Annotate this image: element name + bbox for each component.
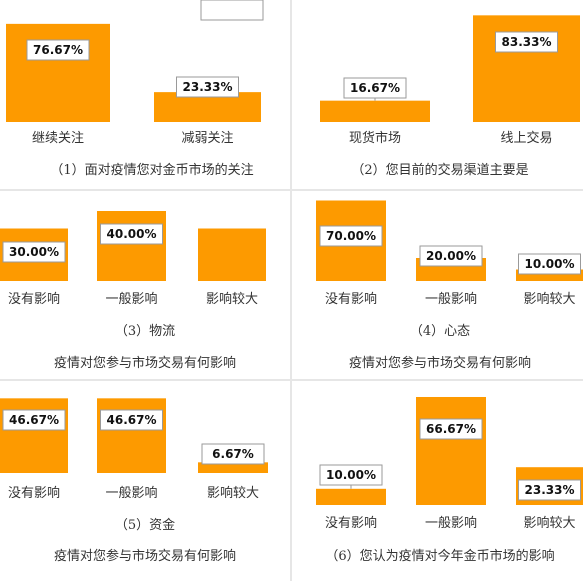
data-label-1: 16.67% <box>350 81 400 95</box>
bar-2 <box>473 15 580 122</box>
chart-caption: （3）物流 <box>115 324 175 339</box>
data-label-2: 40.00% <box>107 227 157 241</box>
chart-subcaption: 疫情对您参与市场交易有何影响 <box>349 355 531 371</box>
bar-3 <box>516 269 583 281</box>
data-label-3: 30.00% <box>207 0 257 3</box>
chart-5: 46.67% 没有影响 46.67% 一般影响 6.67% 影响较大 （5）资金疫情对您参与… <box>0 398 268 564</box>
chart-4: 70.00% 没有影响 20.00% 一般影响 10.00% 影响较大 （4）心态疫情对您参… <box>316 200 583 371</box>
data-label-box-3 <box>518 479 581 501</box>
chart-caption: （4）心态 <box>410 324 470 339</box>
data-label-1: 46.67% <box>9 413 59 427</box>
bar-1 <box>320 100 430 122</box>
data-label-1: 10.00% <box>326 468 376 482</box>
bar-2 <box>416 396 486 505</box>
data-label-box-1 <box>2 241 66 263</box>
chart-caption: （1）面对疫情您对金币市场的关注 <box>50 162 253 178</box>
category-label-2: 一般影响 <box>425 515 477 531</box>
data-label-2: 46.67% <box>107 413 157 427</box>
data-label-3: 23.33% <box>525 483 575 497</box>
category-label-3: 影响较大 <box>207 485 259 501</box>
data-label-box-1 <box>319 225 383 247</box>
bar-1 <box>316 488 386 505</box>
category-label-2: 线上交易 <box>500 130 552 146</box>
bar-2 <box>97 211 166 281</box>
category-label-2: 一般影响 <box>105 291 157 307</box>
chart-2: 16.67% 现货市场 83.33% 线上交易 （2）您目前的交易渠道主要是 <box>320 15 580 178</box>
data-label-box-3 <box>200 0 264 21</box>
chart-subcaption: 疫情对您参与市场交易有何影响 <box>54 548 236 564</box>
data-label-1: 30.00% <box>9 245 59 259</box>
bar-3 <box>198 462 268 473</box>
data-label-2: 23.33% <box>183 80 233 94</box>
category-label-3: 影响较大 <box>523 291 575 307</box>
chart-1: 76.67% 继续关注 23.33% 减弱关注 （1）面对疫情您对金币市场的关注 <box>6 23 261 178</box>
data-label-box-2 <box>100 409 163 431</box>
category-label-2: 减弱关注 <box>181 131 233 146</box>
category-label-3: 影响较大 <box>523 515 575 531</box>
bar-3 <box>198 228 266 281</box>
data-label-box-3 <box>518 253 581 275</box>
chart-caption: （6）您认为疫情对今年金币市场的影响 <box>325 548 554 564</box>
data-label-box-1 <box>343 77 407 99</box>
data-label-2: 20.00% <box>426 249 476 263</box>
data-label-box-3 <box>201 443 265 465</box>
data-label-box-2 <box>100 223 163 245</box>
chart-caption: （2）您目前的交易渠道主要是 <box>351 162 528 178</box>
bar-1 <box>6 23 110 123</box>
data-label-3: 6.67% <box>212 447 254 461</box>
category-label-2: 一般影响 <box>105 485 157 501</box>
category-label-1: 没有影响 <box>8 291 60 307</box>
data-label-1: 70.00% <box>326 229 376 243</box>
data-label-box-1 <box>2 409 66 431</box>
data-label-box-2 <box>495 31 558 53</box>
chart-3: 30.00% 没有影响 40.00% 一般影响 30.00% 影响较大 （3）物流疫情对您参… <box>0 0 266 371</box>
category-label-1: 继续关注 <box>32 131 84 146</box>
chart-subcaption: 疫情对您参与市场交易有何影响 <box>54 355 236 371</box>
data-label-2: 66.67% <box>426 422 476 436</box>
category-label-1: 现货市场 <box>349 130 401 146</box>
category-label-2: 一般影响 <box>425 291 477 307</box>
data-label-box-2 <box>176 76 239 98</box>
category-label-1: 没有影响 <box>325 515 377 531</box>
data-label-box-2 <box>419 418 483 440</box>
chart-6: 10.00% 没有影响 66.67% 一般影响 23.33% 影响较大 （6）您认为疫情对今… <box>316 396 583 564</box>
data-label-2: 83.33% <box>502 35 552 49</box>
category-label-3: 影响较大 <box>206 291 258 307</box>
category-label-1: 没有影响 <box>325 291 377 307</box>
chart-caption: （5）资金 <box>115 517 175 533</box>
data-label-3: 10.00% <box>525 257 575 271</box>
data-label-1: 76.67% <box>33 43 83 57</box>
category-label-1: 没有影响 <box>8 485 60 501</box>
data-label-box-2 <box>419 245 483 267</box>
data-label-box-1 <box>26 39 90 61</box>
data-label-box-1 <box>319 464 383 486</box>
